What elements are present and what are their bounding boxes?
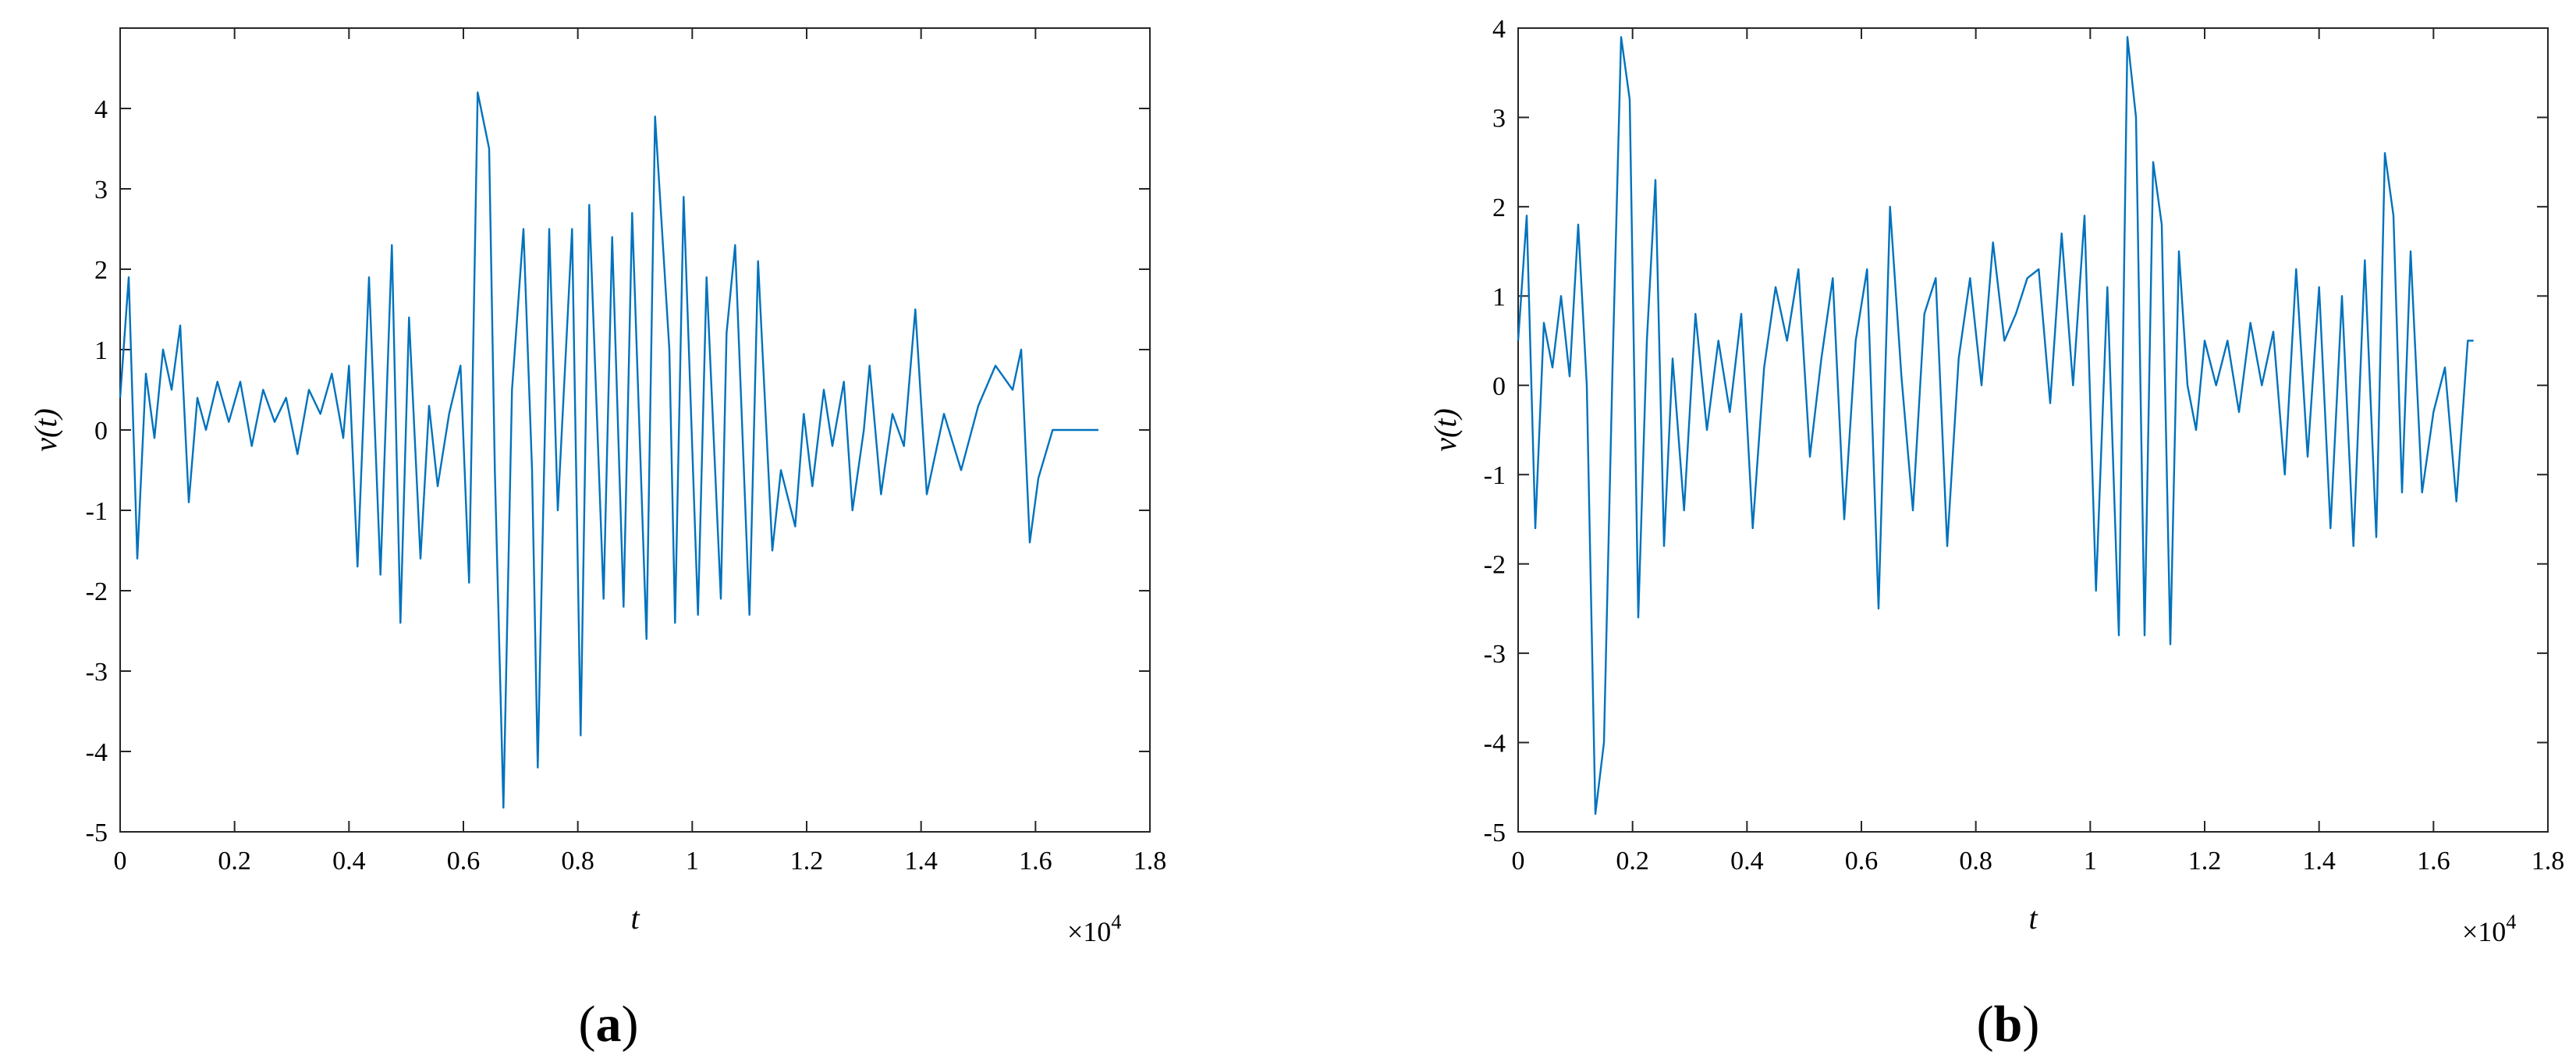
panel-b-x-tick-label: 1 (2084, 847, 2097, 876)
panel-a-label: (a) (579, 996, 639, 1053)
panel-b-x-multiplier-base: ×10 (2462, 916, 2506, 947)
panel-a-y-tick-label: -1 (86, 497, 108, 526)
panel-a-y-tick-label: -4 (86, 738, 108, 767)
panel-a-axes-box (119, 27, 1151, 833)
panel-b-y-tick-label: -5 (1484, 819, 1506, 847)
panel-a-y-axis-label: v(t) (28, 408, 63, 452)
panel-b-y-tick-label: 2 (1492, 194, 1506, 222)
panel-a-x-tick-label: 0.2 (218, 847, 251, 876)
panel-b-y-ticks: -5 -4 -3 -2 -1 0 1 2 3 4 (1484, 15, 2548, 847)
panel-b-x-multiplier-exponent: 4 (2506, 911, 2516, 933)
panel-b-x-ticks: 0 0.2 0.4 0.6 0.8 1 1.2 1.4 1.6 1.8 (1512, 28, 2565, 876)
panel-a-x-tick-label: 0.6 (447, 847, 481, 876)
panel-a-y-ticks: -5 -4 -3 -2 -1 0 1 2 3 4 (86, 95, 1150, 847)
panel-a-y-tick-label: 3 (94, 176, 108, 204)
panel-b-x-axis-label: t (2028, 900, 2038, 936)
panel-a-x-multiplier: ×104 (1067, 911, 1121, 947)
panel-b-x-tick-label: 1.6 (2417, 847, 2450, 876)
panel-b-y-tick-label: -1 (1484, 461, 1506, 490)
panel-b-series-line (1517, 36, 2474, 815)
panel-a-y-tick-label: -2 (86, 577, 108, 606)
panel-a-x-tick-label: 0.8 (561, 847, 594, 876)
panel-b-x-tick-label: 0.8 (1959, 847, 1992, 876)
panel-a-y-tick-label: -5 (86, 819, 108, 847)
panel-b-x-multiplier: ×104 (2462, 911, 2516, 947)
panel-a-y-tick-label: 0 (94, 417, 108, 446)
panel-a-x-axis-label: t (630, 900, 640, 936)
panel-b-label: (b) (1977, 996, 2040, 1053)
panel-b-y-tick-label: 4 (1492, 15, 1506, 44)
panel-a-y-tick-label: 1 (94, 336, 108, 365)
panel-a-x-multiplier-base: ×10 (1067, 916, 1111, 947)
panel-a-x-tick-label: 1.6 (1019, 847, 1052, 876)
panel-a-x-tick-label: 1.2 (790, 847, 824, 876)
panel-a-x-tick-label: 1 (686, 847, 699, 876)
panel-b-y-tick-label: -4 (1484, 730, 1506, 758)
panel-b-x-tick-label: 0.4 (1730, 847, 1764, 876)
panel-b-y-tick-label: -2 (1484, 551, 1506, 580)
panel-a-x-multiplier-exponent: 4 (1111, 911, 1121, 933)
panel-a-y-tick-label: 4 (94, 95, 108, 124)
panel-a: 0 0.2 0.4 0.6 0.8 1 1.2 1.4 1.6 1.8 -5 -4 -3 -2 -1 0 1 2… (28, 27, 1167, 1053)
panel-a-x-ticks: 0 0.2 0.4 0.6 0.8 1 1.2 1.4 1.6 1.8 (114, 28, 1167, 876)
panel-b-x-tick-label: 0.6 (1845, 847, 1879, 876)
panel-b-x-tick-label: 0 (1512, 847, 1525, 876)
panel-b-axes-box (1517, 27, 2549, 833)
panel-b-x-tick-label: 0.2 (1616, 847, 1649, 876)
panel-a-x-tick-label: 1.8 (1134, 847, 1167, 876)
panel-a-x-tick-label: 1.4 (904, 847, 938, 876)
panel-b-y-tick-label: 0 (1492, 372, 1506, 401)
panel-a-x-tick-label: 0.4 (332, 847, 366, 876)
panel-b-x-tick-label: 1.2 (2188, 847, 2222, 876)
panel-a-y-tick-label: -3 (86, 658, 108, 687)
panel-b-y-tick-label: -3 (1484, 640, 1506, 669)
panel-b-x-tick-label: 1.8 (2532, 847, 2565, 876)
panel-a-series-line (119, 91, 1098, 809)
panel-a-x-tick-label: 0 (114, 847, 127, 876)
panel-b-x-tick-label: 1.4 (2302, 847, 2336, 876)
panel-b-y-axis-label: v(t) (1428, 408, 1463, 452)
panel-b-y-tick-label: 3 (1492, 104, 1506, 133)
panel-b-y-tick-label: 1 (1492, 282, 1506, 311)
panel-b: 0 0.2 0.4 0.6 0.8 1 1.2 1.4 1.6 1.8 -5 -4 -3 -2 -1 0 1 2… (1428, 15, 2564, 1053)
panel-a-y-tick-label: 2 (94, 256, 108, 285)
